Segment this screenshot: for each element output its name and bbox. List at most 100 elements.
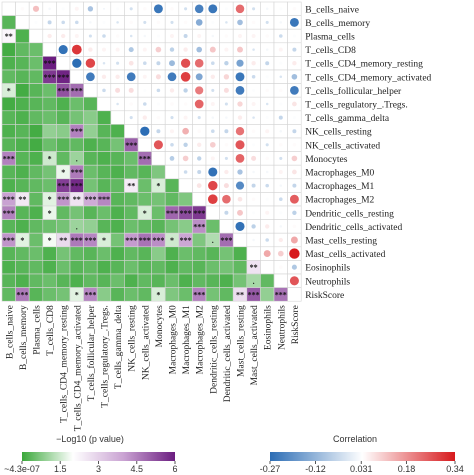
corr-dot	[292, 129, 297, 134]
corr-dot	[47, 33, 52, 39]
heat-cell	[69, 273, 84, 288]
significance-label: ***	[84, 195, 96, 204]
corr-dot	[153, 140, 163, 150]
corr-dot	[155, 46, 162, 53]
legend-tick-label: 0.031	[350, 464, 373, 474]
corr-dot	[169, 60, 175, 67]
heat-cell	[178, 192, 193, 207]
corr-dot	[170, 7, 174, 11]
heat-cell	[110, 273, 125, 288]
significance-label: .	[76, 222, 78, 231]
heat-cell	[42, 124, 57, 139]
heat-cell	[42, 83, 57, 98]
heat-cell	[1, 137, 16, 152]
heat-cell	[28, 164, 44, 180]
heat-cell	[15, 110, 30, 125]
heat-cell	[192, 232, 207, 248]
corr-dot	[278, 47, 283, 52]
heat-cell	[28, 56, 44, 71]
heat-cell	[83, 178, 98, 193]
significance-label: ***	[125, 141, 137, 150]
corr-dot	[289, 276, 299, 286]
corr-dot	[167, 72, 177, 82]
heat-cell	[42, 273, 57, 288]
heat-cell	[178, 246, 193, 261]
corr-dot	[155, 74, 161, 80]
heat-cell	[15, 273, 30, 288]
corr-dot	[210, 156, 215, 161]
heat-cell	[56, 246, 71, 261]
corr-dot	[224, 34, 229, 38]
heat-cell	[219, 287, 234, 302]
heat-cell	[96, 205, 112, 220]
corr-dot	[265, 20, 269, 24]
corr-dot	[194, 58, 204, 68]
heat-cell	[83, 205, 98, 220]
heat-cell	[1, 110, 16, 125]
corr-dot	[279, 61, 283, 65]
heat-cell	[110, 260, 125, 275]
corr-dot	[265, 102, 269, 106]
empty-cell	[192, 192, 207, 207]
corr-dot	[279, 184, 283, 187]
column-label: Mast_cells_activated	[250, 305, 260, 385]
significance-label: **	[59, 236, 67, 245]
heat-cell	[83, 246, 98, 261]
heat-cell	[110, 246, 125, 261]
heat-cell	[178, 287, 193, 302]
corr-dot	[289, 248, 300, 259]
empty-cell	[1, 1, 16, 16]
heat-cell	[42, 178, 57, 193]
corr-dot	[279, 34, 283, 38]
heat-cell	[83, 164, 98, 180]
corr-dot	[61, 33, 66, 39]
legend-tick-label: -0.27	[260, 464, 281, 474]
heat-cell	[1, 273, 16, 288]
column-label: NK_cells_resting	[128, 305, 138, 372]
corr-dot	[211, 34, 215, 38]
corr-dot	[291, 73, 298, 80]
corr-dot	[292, 61, 297, 66]
significance-label: .	[212, 236, 214, 245]
significance-label: ***	[193, 290, 205, 299]
corr-dot	[211, 20, 215, 24]
corr-dot	[128, 47, 134, 53]
heat-cell	[15, 178, 30, 193]
legend-tick-label: 6	[172, 464, 177, 474]
corr-dot	[235, 72, 245, 82]
heat-cell	[1, 219, 16, 234]
heat-cell	[124, 273, 139, 288]
corr-dot	[48, 7, 51, 11]
significance-label: .	[76, 154, 78, 163]
significance-label: ***	[3, 236, 15, 245]
significance-label: ***	[71, 182, 83, 191]
corr-dot	[222, 194, 231, 204]
heat-cell	[219, 260, 234, 275]
corr-dot	[251, 183, 256, 188]
corr-dot	[182, 127, 189, 135]
corr-dot	[197, 129, 201, 133]
significance-label: **	[250, 263, 258, 272]
corr-dot	[224, 169, 229, 175]
corr-dot	[265, 183, 269, 188]
heat-cell	[260, 273, 275, 288]
heat-cell	[15, 42, 30, 57]
heat-cell	[260, 287, 275, 302]
corr-dot	[224, 7, 228, 11]
row-label: T_cells_gamma_delta	[305, 114, 390, 124]
significance-label: ***	[57, 195, 69, 204]
corr-dot	[128, 87, 134, 93]
row-label: T_cells_regulatory_.Tregs.	[305, 101, 408, 111]
corr-dot	[292, 183, 297, 188]
heat-cell	[69, 246, 84, 261]
corr-dot	[237, 209, 243, 216]
heat-cell	[205, 260, 220, 275]
corr-dot	[142, 47, 147, 52]
heat-cell	[96, 273, 112, 288]
empty-cell	[56, 56, 71, 71]
corr-dot	[292, 116, 296, 120]
heat-cell	[96, 260, 112, 275]
corr-dot	[237, 101, 243, 107]
row-label: NK_cells_activated	[305, 141, 380, 151]
legend-bar	[270, 452, 455, 461]
